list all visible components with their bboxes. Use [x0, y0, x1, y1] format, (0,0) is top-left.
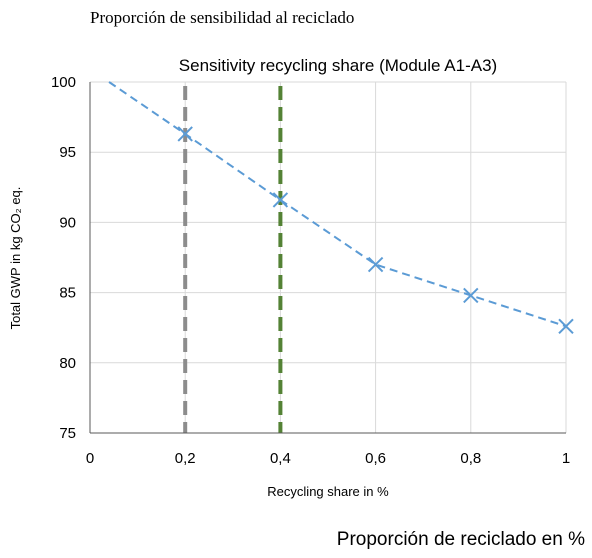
caption-bottom: Proporción de reciclado en % — [337, 529, 585, 550]
x-tick-label: 1 — [562, 450, 570, 467]
reference-lines — [183, 86, 283, 433]
data-point-marker — [177, 126, 193, 142]
x-tick-label: 0,8 — [460, 450, 481, 467]
x-tick-label: 0,2 — [175, 450, 196, 467]
marker-stroke — [463, 287, 479, 304]
marker-stroke — [177, 126, 193, 142]
data-point-marker — [367, 256, 384, 273]
x-axis-label: Recycling share in % — [267, 484, 389, 499]
series-line — [108, 81, 567, 328]
caption-top: Proporción de sensibilidad al reciclado — [90, 8, 354, 27]
x-tick-label: 0,6 — [365, 450, 386, 467]
data-point-marker — [558, 318, 574, 335]
tick-labels: 75 80 85 90 95 100 0 0,2 0,4 0,6 0,8 1 — [51, 74, 570, 467]
marker-stroke — [558, 318, 574, 335]
y-tick-label: 100 — [51, 74, 76, 91]
data-point-marker — [463, 287, 479, 304]
y-tick-label: 85 — [59, 285, 76, 302]
y-tick-label: 80 — [59, 355, 76, 372]
axes — [89, 82, 566, 434]
x-tick-label: 0 — [86, 450, 94, 467]
y-tick-label: 90 — [59, 214, 76, 231]
data-point-marker — [272, 192, 289, 208]
y-tick-label: 75 — [59, 425, 76, 442]
marker-stroke — [272, 192, 289, 208]
chart-title: Sensitivity recycling share (Module A1-A… — [179, 56, 497, 75]
grid — [90, 81, 567, 433]
x-tick-label: 0,4 — [270, 450, 291, 467]
series — [108, 81, 574, 335]
marker-stroke — [367, 256, 384, 273]
y-axis-label: Total GWP in kg CO₂ eq. — [8, 187, 23, 330]
y-tick-label: 95 — [59, 144, 76, 161]
